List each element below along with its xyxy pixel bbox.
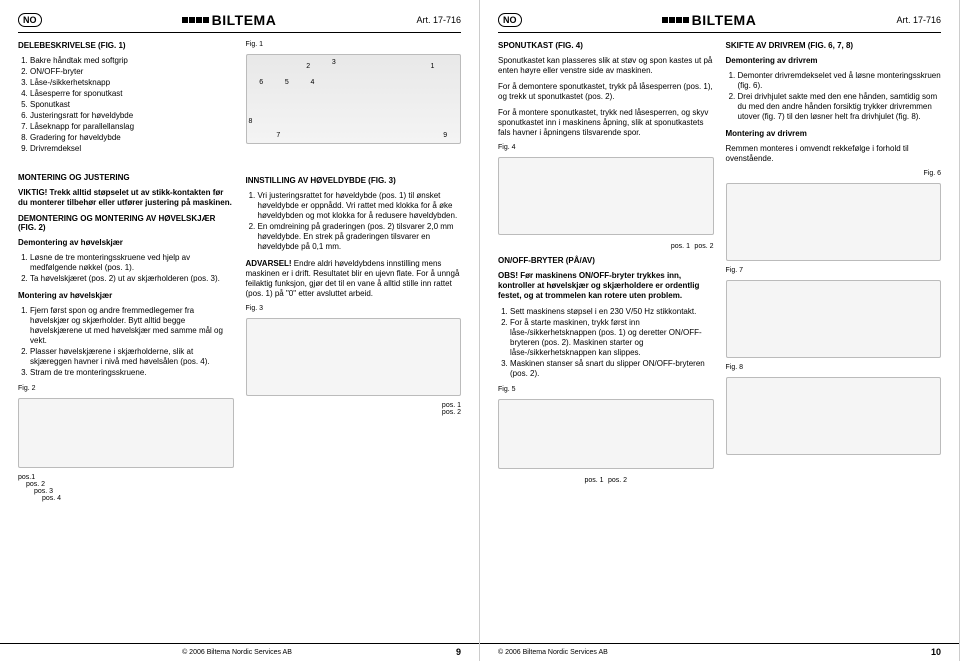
list-item: Plasser høvelskjærene i skjærholderne, s…: [30, 347, 234, 367]
lang-badge: NO: [18, 13, 42, 27]
on-off-title: ON/OFF-BRYTER (PÅ/AV): [498, 256, 714, 265]
list-item: Låsesperre for sponutkast: [30, 89, 234, 99]
list-item: For å starte maskinen, trykk først inn l…: [510, 318, 714, 358]
list-item: Maskinen stanser så snart du slipper ON/…: [510, 359, 714, 379]
on-list: Sett maskinens støpsel i en 230 V/50 Hz …: [498, 307, 714, 380]
list-item: Vri justeringsrattet for høveldybde (pos…: [258, 191, 462, 221]
page-number: 9: [456, 647, 461, 657]
parts-title: DELEBESKRIVELSE (FIG. 1): [18, 41, 234, 50]
col-right-2: SKIFTE AV DRIVREM (FIG. 6, 7, 8) Demonte…: [726, 41, 942, 601]
mont-driv-sub: Montering av drivrem: [726, 129, 942, 138]
fig1-label: Fig. 1: [246, 41, 462, 48]
fig3-image: [246, 318, 462, 396]
obs-text: OBS! Før maskinens ON/OFF-bryter trykkes…: [498, 271, 714, 301]
spon-p3: For å montere sponutkastet, trykk ned lå…: [498, 108, 714, 138]
fig3-pos: pos. 1 pos. 2: [246, 402, 462, 416]
fig6-image: [726, 183, 942, 261]
viktig-warning: VIKTIG! Trekk alltid støpselet ut av sti…: [18, 188, 234, 208]
fig7-image: [726, 280, 942, 358]
header: NO BILTEMA Art. 17-716: [18, 12, 461, 33]
montering-title: MONTERING OG JUSTERING: [18, 173, 234, 182]
fig4-image: [498, 157, 714, 235]
fig3-label: Fig. 3: [246, 305, 462, 312]
footer-right: © 2006 Biltema Nordic Services AB 10: [480, 643, 959, 657]
body-left: DELEBESKRIVELSE (FIG. 1) Bakre håndtak m…: [18, 41, 461, 601]
list-item: Drivremdeksel: [30, 144, 234, 154]
col-left-2: Fig. 1 3 2 1 6 5 4 8 7 9 INNSTILLING AV …: [246, 41, 462, 601]
demontering-title: DEMONTERING OG MONTERING AV HØVELSKJÆR (…: [18, 214, 234, 232]
list-item: Gradering for høveldybde: [30, 133, 234, 143]
header: NO BILTEMA Art. 17-716: [498, 12, 941, 33]
footer-left: © 2006 Biltema Nordic Services AB 9: [0, 643, 479, 657]
list-item: Sett maskinens støpsel i en 230 V/50 Hz …: [510, 307, 714, 317]
fig8-image: [726, 377, 942, 455]
list-item: Drei drivhjulet sakte med den ene hånden…: [738, 92, 942, 122]
spon-p2: For å demontere sponutkastet, trykk på l…: [498, 82, 714, 102]
page-left: NO BILTEMA Art. 17-716 DELEBESKRIVELSE (…: [0, 0, 480, 661]
parts-list: Bakre håndtak med softgrip ON/OFF-bryter…: [18, 56, 234, 155]
list-item: Justeringsratt for høveldybde: [30, 111, 234, 121]
fig7-label: Fig. 7: [726, 267, 942, 274]
fig4-label: Fig. 4: [498, 144, 714, 151]
copyright: © 2006 Biltema Nordic Services AB: [498, 649, 608, 656]
fig8-label: Fig. 8: [726, 364, 942, 371]
article-number: Art. 17-716: [896, 15, 941, 25]
dem-driv-list: Demonter drivremdekselet ved å løsne mon…: [726, 71, 942, 123]
body-right: SPONUTKAST (FIG. 4) Sponutkastet kan pla…: [498, 41, 941, 601]
list-item: Låseknapp for parallellanslag: [30, 122, 234, 132]
fig2-label: Fig. 2: [18, 385, 234, 392]
spon-title: SPONUTKAST (FIG. 4): [498, 41, 714, 50]
skifte-title: SKIFTE AV DRIVREM (FIG. 6, 7, 8): [726, 41, 942, 50]
list-item: Bakre håndtak med softgrip: [30, 56, 234, 66]
list-item: Fjern først spon og andre fremmedlegemer…: [30, 306, 234, 346]
dem-subtitle: Demontering av høvelskjær: [18, 238, 234, 247]
dem-list: Løsne de tre monteringsskruene ved hjelp…: [18, 253, 234, 285]
list-item: Demonter drivremdekselet ved å løsne mon…: [738, 71, 942, 91]
fig5-pos: pos. 1 pos. 2: [498, 475, 714, 484]
article-number: Art. 17-716: [416, 15, 461, 25]
inn-title: INNSTILLING AV HØVELDYBDE (FIG. 3): [246, 176, 462, 185]
mont-subtitle: Montering av høvelskjær: [18, 291, 234, 300]
logo: BILTEMA: [182, 12, 277, 28]
list-item: Ta høvelskjæret (pos. 2) ut av skjærhold…: [30, 274, 234, 284]
list-item: Stram de tre monteringsskruene.: [30, 368, 234, 378]
fig5-label: Fig. 5: [498, 386, 714, 393]
list-item: ON/OFF-bryter: [30, 67, 234, 77]
list-item: Sponutkast: [30, 100, 234, 110]
inn-list: Vri justeringsrattet for høveldybde (pos…: [246, 191, 462, 253]
page-right: NO BILTEMA Art. 17-716 SPONUTKAST (FIG. …: [480, 0, 960, 661]
fig6-label: Fig. 6: [726, 170, 942, 177]
mont-list: Fjern først spon og andre fremmedlegemer…: [18, 306, 234, 379]
fig4-pos: pos. 1 pos. 2: [498, 241, 714, 250]
list-item: En omdreining på graderingen (pos. 2) ti…: [258, 222, 462, 252]
fig2-image: [18, 398, 234, 468]
advarsel-text: ADVARSEL! Endre aldri høveldybdens innst…: [246, 259, 462, 299]
col-left-1: DELEBESKRIVELSE (FIG. 1) Bakre håndtak m…: [18, 41, 234, 601]
mont-driv-p: Remmen monteres i omvendt rekkefølge i f…: [726, 144, 942, 164]
dem-driv-sub: Demontering av drivrem: [726, 56, 942, 65]
lang-badge: NO: [498, 13, 522, 27]
col-right-1: SPONUTKAST (FIG. 4) Sponutkastet kan pla…: [498, 41, 714, 601]
logo: BILTEMA: [662, 12, 757, 28]
spon-p1: Sponutkastet kan plasseres slik at støv …: [498, 56, 714, 76]
fig5-image: [498, 399, 714, 469]
page-number: 10: [931, 647, 941, 657]
list-item: Låse-/sikkerhetsknapp: [30, 78, 234, 88]
copyright: © 2006 Biltema Nordic Services AB: [182, 649, 292, 656]
pos-labels: pos.1 pos. 2 pos. 3 pos. 4: [18, 474, 234, 502]
fig1-image: 3 2 1 6 5 4 8 7 9: [246, 54, 462, 144]
list-item: Løsne de tre monteringsskruene ved hjelp…: [30, 253, 234, 273]
